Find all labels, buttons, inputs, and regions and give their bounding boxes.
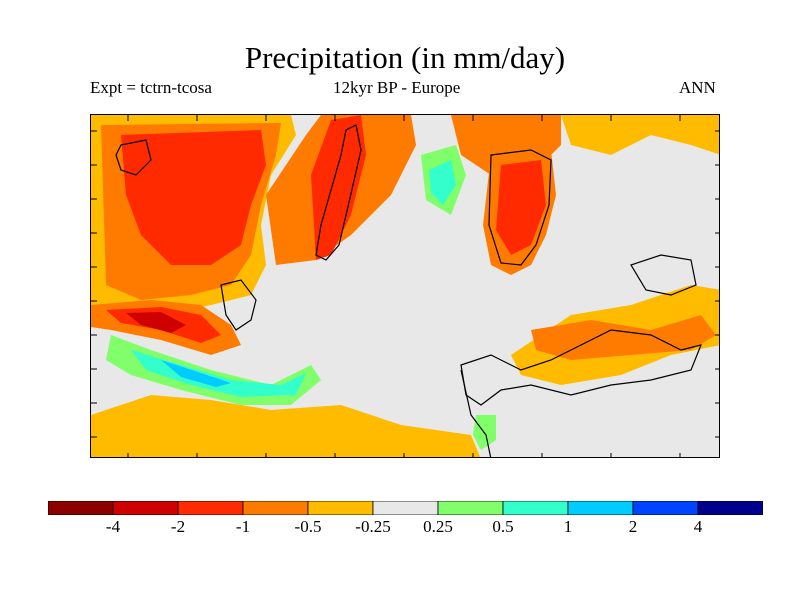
map-canvas (91, 115, 719, 457)
coastline-mediterranean (460, 329, 702, 406)
coastline-iberia (460, 369, 492, 457)
colorbar-tick-label: 4 (693, 517, 703, 536)
precipitation-map (90, 114, 720, 458)
colorbar-tick-label: -4 (105, 517, 121, 536)
colorbar-swatch (567, 501, 634, 515)
anomaly-region-southern-band (91, 395, 481, 457)
figure-title: Precipitation (in mm/day) (244, 40, 566, 75)
anomaly-region-iceland-dry (121, 130, 266, 265)
coastline-iceland (115, 139, 152, 176)
experiment-label: Expt = tctrn-tcosa (90, 78, 212, 97)
colorbar-swatch (177, 501, 244, 515)
anomaly-region-scandinavia-dry (311, 115, 366, 260)
coastline-black-sea (630, 254, 697, 296)
colorbar-swatch (48, 501, 114, 515)
period-label: 12kyr BP - Europe (333, 78, 461, 97)
colorbar-tick-label: 2 (628, 517, 638, 536)
colorbar-tick-label: 0.5 (492, 517, 514, 536)
anomaly-region-atlantic-wetter-band (131, 350, 306, 397)
coastline-norway (315, 124, 362, 261)
colorbar-swatch (437, 501, 504, 515)
anomaly-region-mediterranean-dry (531, 315, 716, 360)
colorbar-swatch (632, 501, 699, 515)
colorbar-tick-label: -2 (170, 517, 186, 536)
colorbar-tick-label: 1 (563, 517, 573, 536)
colorbar-swatches (48, 501, 763, 515)
anomaly-region-northeast (561, 115, 719, 155)
colorbar-tick-label: -1 (235, 517, 251, 536)
anomaly-region-atlantic-wettest (161, 360, 231, 387)
colorbar-swatch (307, 501, 374, 515)
coastline-uk (220, 279, 257, 331)
coastline-arctic-island (488, 149, 552, 266)
anomaly-region-atlantic-extreme (126, 312, 186, 333)
colorbar-tick-label: -0.25 (355, 517, 391, 536)
colorbar-swatch (697, 501, 763, 515)
colorbar-swatch (242, 501, 309, 515)
anomaly-region-norwegian-sea-wetter (429, 160, 456, 205)
colorbar-swatch (112, 501, 179, 515)
colorbar-swatch (372, 501, 439, 515)
coastlines (115, 124, 702, 457)
colorbar-tick-label: 0.25 (423, 517, 453, 536)
season-label: ANN (679, 78, 716, 97)
colorbar-tick-label: -0.5 (294, 517, 322, 536)
colorbar (48, 501, 763, 515)
map-ticks (91, 115, 719, 457)
anomaly-region-arctic-island-dry (496, 160, 546, 255)
colorbar-swatch (502, 501, 569, 515)
